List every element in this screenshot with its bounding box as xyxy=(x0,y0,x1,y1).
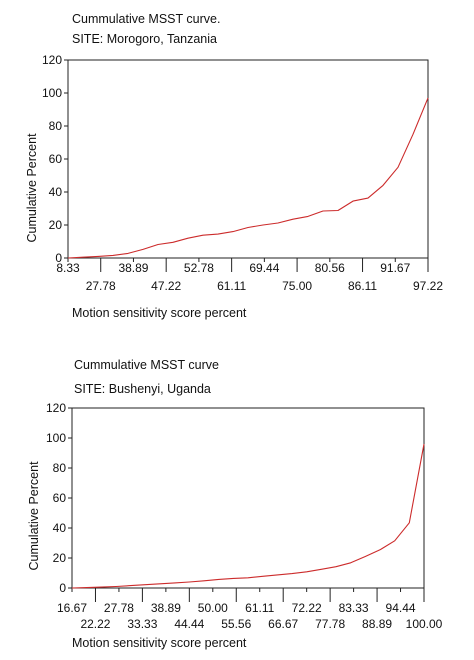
chart-2-x-axis-label: Motion sensitivity score percent xyxy=(72,636,247,650)
chart-1-y-tick-label: 60 xyxy=(49,152,63,166)
chart-2-x-tick-label: 22.22 xyxy=(80,617,110,631)
chart-1-x-tick-label: 27.78 xyxy=(86,279,116,293)
chart-2-plot-frame xyxy=(71,407,425,589)
chart-2-series-line xyxy=(71,443,425,589)
chart-2-x-tick-label: 44.44 xyxy=(174,617,204,631)
chart-2-x-tick-label: 88.89 xyxy=(362,617,392,631)
chart-1-y-tick-label: 0 xyxy=(55,251,62,265)
chart-1-x-tick-label: 97.22 xyxy=(413,279,443,293)
chart-2-x-tick-label: 94.44 xyxy=(386,601,416,615)
chart-2-x-tick-label: 61.11 xyxy=(245,601,274,615)
chart-2-x-tick-label: 50.00 xyxy=(198,601,228,615)
chart-2-x-tick-label: 66.67 xyxy=(268,617,298,631)
chart-2-x-tick-label: 55.56 xyxy=(221,617,251,631)
chart-1-y-tick-label: 20 xyxy=(49,218,63,232)
chart-2-subtitle: SITE: Bushenyi, Uganda xyxy=(74,382,211,396)
chart-1-y-tick-label: 80 xyxy=(49,119,63,133)
chart-1-y-axis-label: Cumulative Percent xyxy=(25,133,39,243)
chart-2-y-tick-label: 40 xyxy=(53,521,67,535)
chart-1-y-tick-label: 100 xyxy=(42,86,62,100)
chart-1-x-tick-label: 91.67 xyxy=(380,261,410,275)
chart-2-y-axis-label: Cumulative Percent xyxy=(27,461,41,571)
chart-1-x-tick-label: 52.78 xyxy=(184,261,214,275)
chart-2-title: Cummulative MSST curve xyxy=(74,358,219,372)
chart-2-x-tick-label: 83.33 xyxy=(339,601,369,615)
chart-1-y-tick-label: 120 xyxy=(42,53,62,67)
chart-2-y-tick-label: 20 xyxy=(53,551,67,565)
chart-1-y-tick-label: 40 xyxy=(49,185,63,199)
chart-1-x-tick-label: 75.00 xyxy=(282,279,312,293)
chart-2-x-tick-label: 27.78 xyxy=(104,601,134,615)
chart-2-y-tick-label: 80 xyxy=(53,461,67,475)
chart-1-x-axis-label: Motion sensitivity score percent xyxy=(72,306,247,320)
chart-1-plot-frame xyxy=(67,59,429,259)
chart-1: Cummulative MSST curve. SITE: Morogoro, … xyxy=(25,12,443,320)
chart-2-x-tick-label: 77.78 xyxy=(315,617,345,631)
chart-1-x-tick-label: 38.89 xyxy=(118,261,148,275)
chart-2-y-tick-label: 60 xyxy=(53,491,67,505)
chart-2-x-tick-label: 33.33 xyxy=(127,617,157,631)
chart-2-y-tick-label: 120 xyxy=(46,401,66,415)
chart-1-plot: Cumulative Percent 0 20 40 60 80 100 120 8.33 27… xyxy=(25,53,443,293)
chart-1-x-tick-label: 61.11 xyxy=(217,279,246,293)
chart-2: Cummulative MSST curve SITE: Bushenyi, U… xyxy=(0,348,474,660)
chart-1-subtitle: SITE: Morogoro, Tanzania xyxy=(72,32,217,46)
chart-2-plot: Cumulative Percent 0 20 40 60 80 100 120 16.67 2… xyxy=(27,401,443,631)
chart-2-x-tick-label: 72.22 xyxy=(292,601,322,615)
chart-2-y-tick-label: 0 xyxy=(59,581,66,595)
chart-1-x-tick-label: 47.22 xyxy=(151,279,181,293)
chart-1-x-tick-label: 80.56 xyxy=(315,261,345,275)
chart-1-x-tick-label: 69.44 xyxy=(249,261,279,275)
chart-1-x-tick-label: 86.11 xyxy=(348,279,377,293)
chart-1-x-tick-label: 8.33 xyxy=(56,261,80,275)
chart-2-x-tick-label: 38.89 xyxy=(151,601,181,615)
chart-1-title: Cummulative MSST curve. xyxy=(72,12,221,26)
chart-2-x-tick-label: 16.67 xyxy=(57,601,87,615)
chart-2-y-tick-label: 100 xyxy=(46,431,66,445)
chart-1-series-line xyxy=(67,97,429,259)
chart-2-x-tick-label: 100.00 xyxy=(406,617,443,631)
